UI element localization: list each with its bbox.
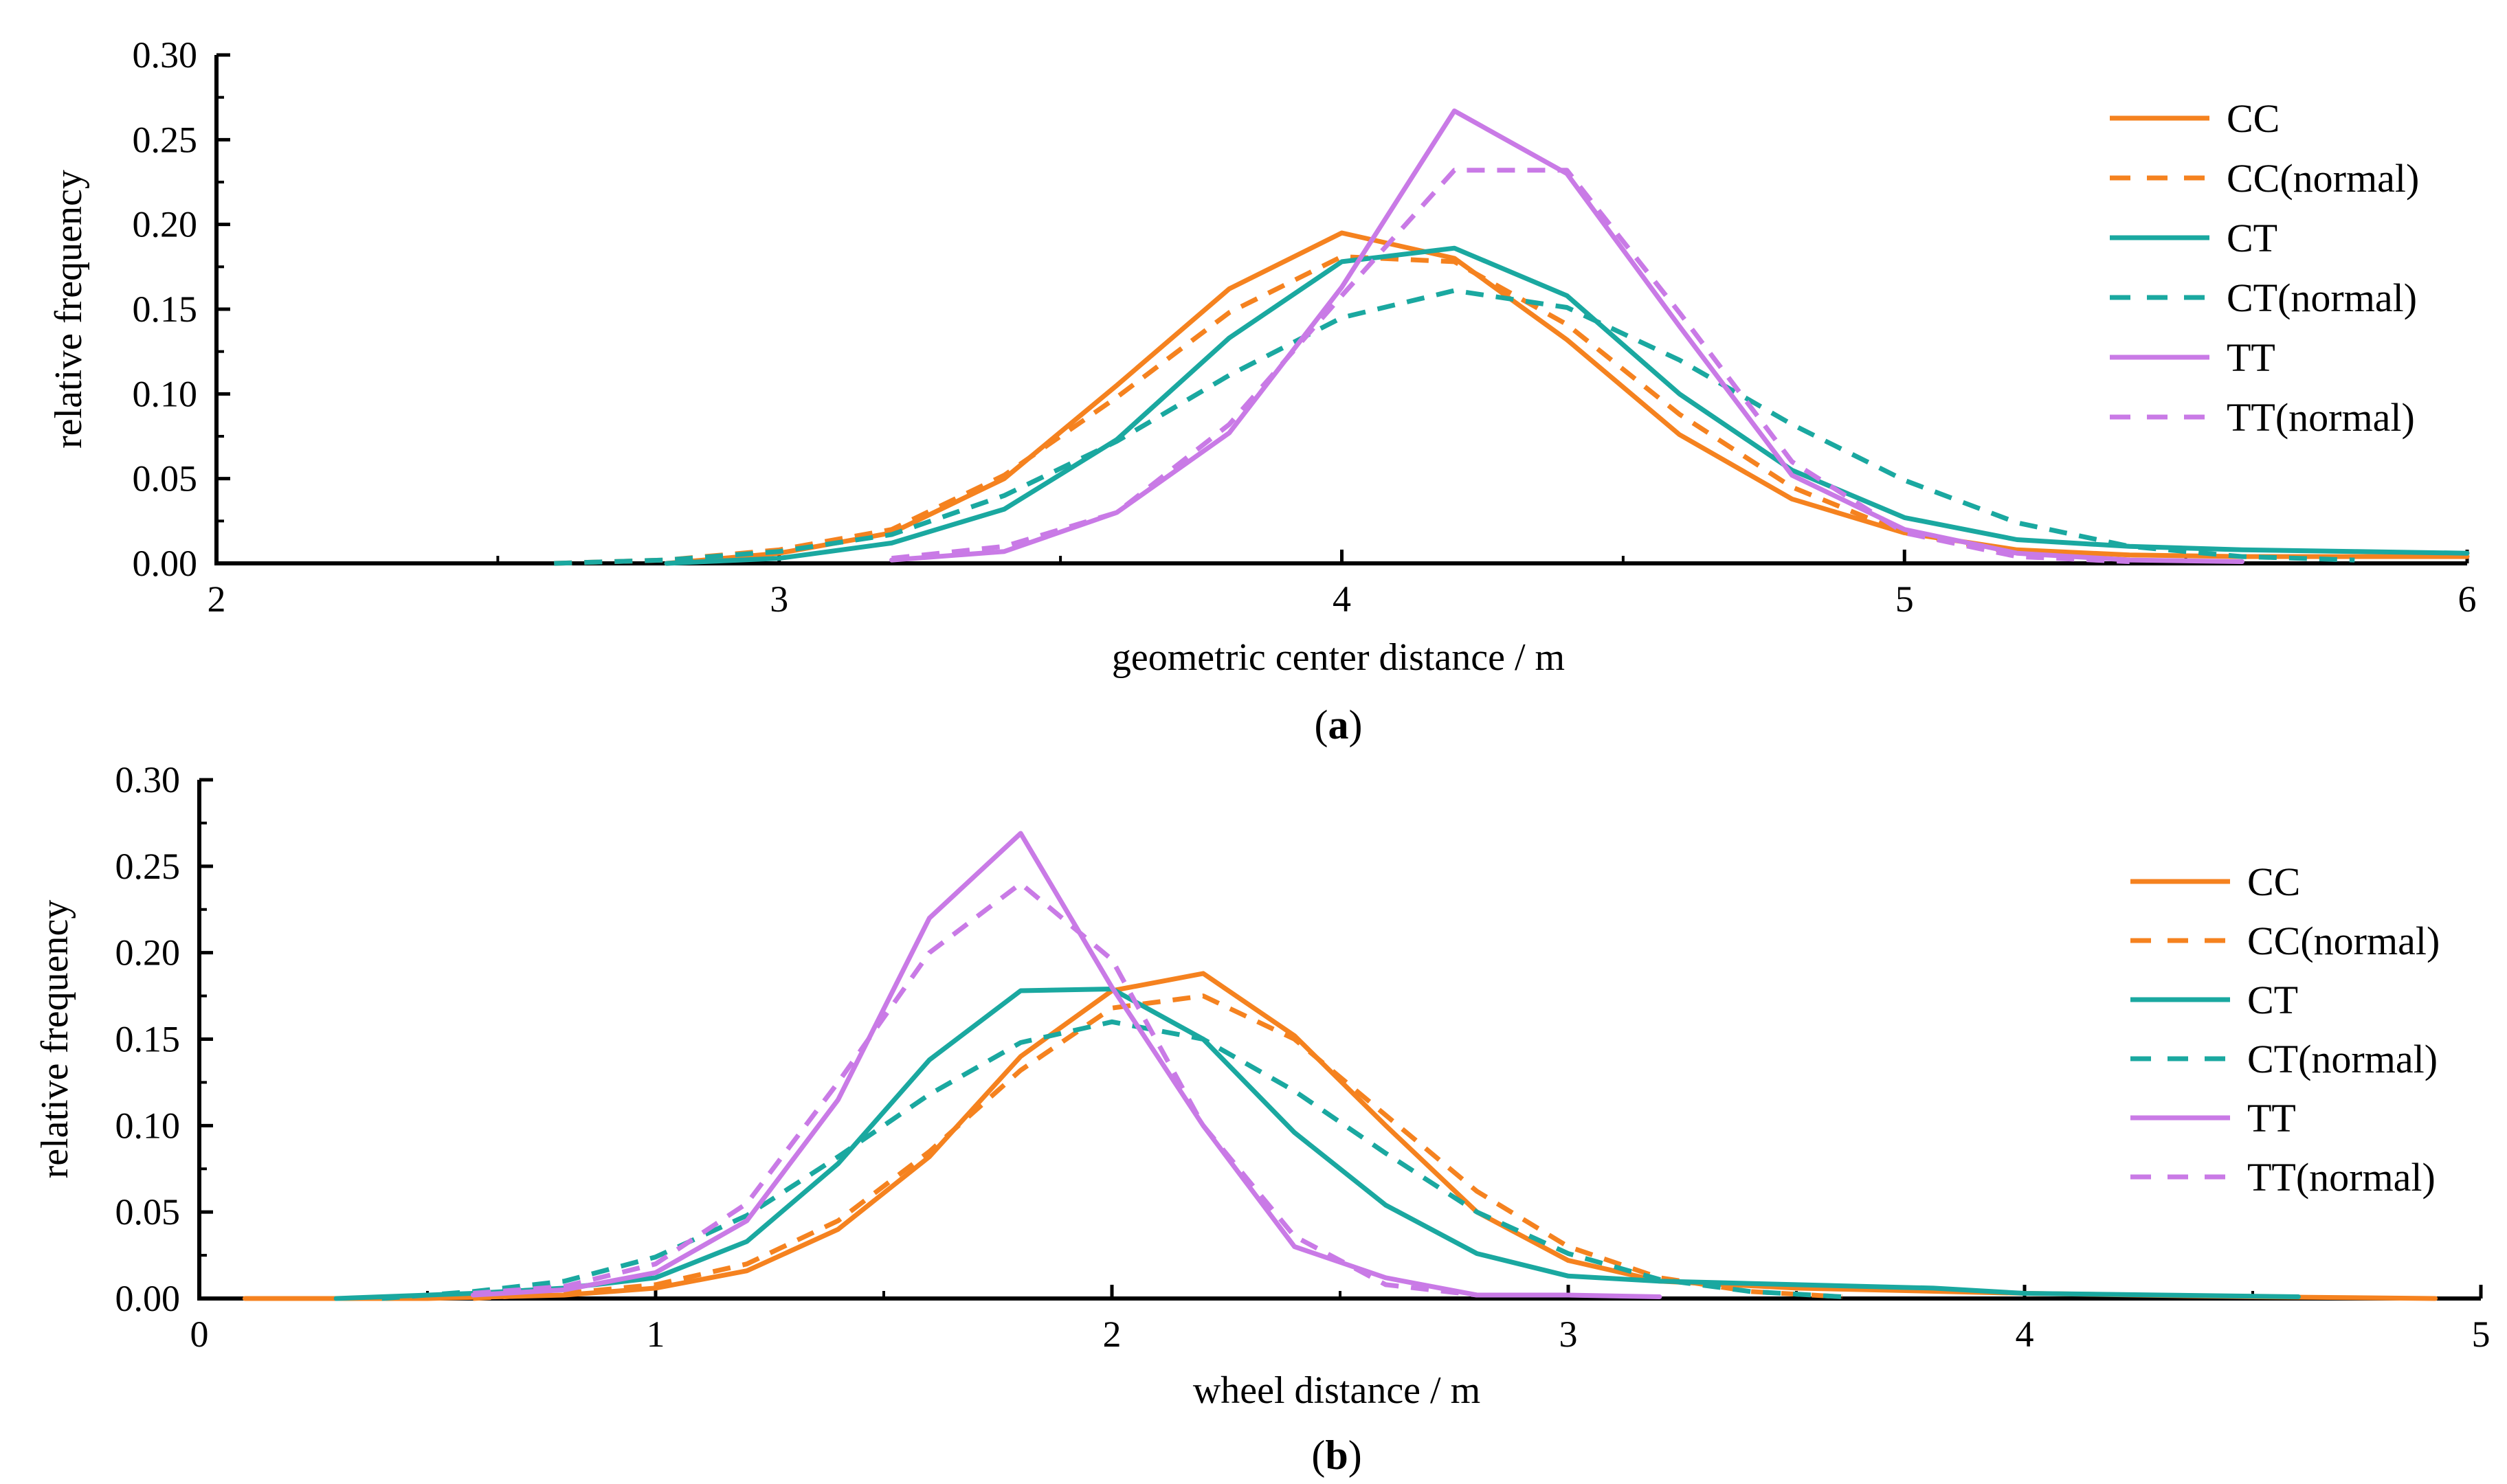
x-tick-label: 3 [1559, 1314, 1578, 1355]
caption-letter: a [1328, 702, 1349, 747]
y-tick-label: 0.30 [133, 34, 198, 76]
y-tick-label: 0.20 [133, 204, 198, 245]
series-line-tt-normal [891, 168, 2130, 564]
y-tick-label: 0.10 [115, 1105, 181, 1146]
series-line-tt [470, 831, 1662, 1299]
x-axis-title: geometric center distance / m [1112, 636, 1565, 679]
x-tick-label: 4 [1333, 578, 1351, 620]
legend: CC CC(normal) CT CT(normal) TT TT(normal) [2130, 859, 2440, 1200]
caption-close: ) [1349, 702, 1363, 747]
chart-b: 0.00 0.05 0.10 0.15 0.20 0.25 0.30 0 1 2 3 4 5 wheel … [34, 759, 2491, 1478]
legend-label: CC(normal) [2247, 919, 2440, 963]
legend-label: CC [2247, 859, 2300, 904]
y-tick-label: 0.15 [115, 1019, 181, 1060]
x-tick-label: 2 [208, 578, 226, 620]
series-line-tt [889, 108, 2244, 564]
caption-open: ( [1311, 1432, 1325, 1478]
y-tick-label: 0.20 [115, 932, 181, 974]
x-tick-label: 3 [770, 578, 788, 620]
series-line-ct-normal [381, 1019, 1842, 1301]
caption-letter: b [1325, 1432, 1348, 1478]
legend-label: CT(normal) [2227, 276, 2417, 320]
y-tick-label: 0.05 [133, 458, 198, 499]
y-tick-label: 0.10 [133, 373, 198, 414]
legend-label: CC(normal) [2227, 156, 2419, 201]
legend-label: TT(normal) [2227, 395, 2415, 440]
x-tick-label: 4 [2016, 1314, 2034, 1355]
legend: CC CC(normal) CT CT(normal) TT TT(normal) [2110, 96, 2419, 440]
y-tick-label: 0.25 [115, 846, 181, 887]
legend-label: TT(normal) [2247, 1155, 2436, 1200]
x-tick-label: 1 [647, 1314, 665, 1355]
panel-caption: (b) [1311, 1432, 1361, 1478]
series-line-tt-normal [473, 881, 1478, 1298]
y-axis-title: relative frequency [34, 900, 76, 1179]
y-tick-label: 0.00 [133, 543, 198, 584]
x-tick-label: 5 [1895, 578, 1914, 620]
series-line-cc [664, 230, 2470, 566]
x-tick-label: 5 [2472, 1314, 2491, 1355]
y-tick-label: 0.30 [115, 759, 181, 800]
series-line-cc-normal [554, 254, 2130, 566]
y-tick-label: 0.00 [115, 1278, 181, 1319]
legend-label: TT [2227, 335, 2275, 380]
y-tick-label: 0.25 [133, 119, 198, 160]
series-line-ct [664, 245, 2470, 566]
x-tick-label: 6 [2458, 578, 2477, 620]
y-axis-title: relative frequency [47, 170, 90, 449]
caption-open: ( [1315, 702, 1328, 747]
chart-a: 0.00 0.05 0.10 0.15 0.20 0.25 0.30 2 3 4 5 6 geometr… [47, 34, 2477, 747]
y-tick-label: 0.05 [115, 1191, 181, 1233]
legend-label: CT(normal) [2247, 1037, 2438, 1081]
legend-label: TT [2247, 1096, 2296, 1140]
panel-caption: (a) [1315, 702, 1363, 747]
x-tick-label: 0 [190, 1314, 209, 1355]
series-line-cc [242, 971, 2438, 1301]
legend-label: CT [2247, 978, 2298, 1022]
x-tick-label: 2 [1103, 1314, 1122, 1355]
x-axis-title: wheel distance / m [1193, 1369, 1480, 1412]
series-line-ct [333, 987, 2301, 1301]
series-line-cc-normal [473, 993, 1842, 1301]
series-line-ct-normal [554, 288, 2355, 566]
legend-label: CC [2227, 96, 2280, 141]
legend-label: CT [2227, 216, 2277, 260]
caption-close: ) [1348, 1432, 1362, 1478]
y-tick-label: 0.15 [133, 289, 198, 330]
